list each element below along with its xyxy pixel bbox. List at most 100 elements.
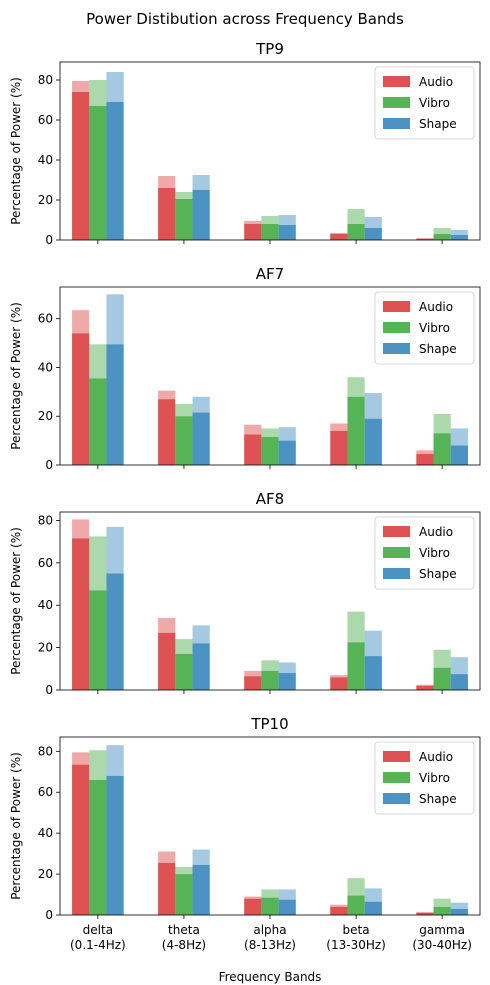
legend-label-vibro: Vibro (419, 96, 450, 110)
y-tick-label: 20 (38, 641, 53, 655)
y-tick-label: 60 (38, 785, 53, 799)
bar-shape-upper (278, 427, 296, 441)
bar-shape (364, 418, 382, 465)
bar-vibro-upper (89, 536, 107, 591)
bar-vibro-upper (175, 639, 193, 654)
bar-vibro (261, 224, 279, 240)
legend-swatch-audio (383, 76, 410, 87)
y-tick-label: 60 (38, 312, 53, 326)
bar-vibro-upper (433, 228, 451, 234)
bar-vibro-upper (261, 428, 279, 437)
legend: Audio Vibro Shape (374, 66, 475, 140)
chart-panel-tp10: TP10 0 20 40 60 80 delta(0.1-4Hz) theta(4-8Hz) a… (9, 715, 481, 984)
legend-swatch-audio (383, 301, 410, 312)
bar-shape-upper (106, 745, 124, 776)
legend-label-shape: Shape (419, 117, 457, 131)
legend-swatch-vibro (383, 547, 410, 558)
bar-shape (278, 440, 296, 465)
y-tick-label: 80 (38, 73, 53, 87)
legend-label-shape: Shape (419, 567, 457, 581)
bar-vibro-upper (175, 404, 193, 417)
bar-shape-upper (364, 888, 382, 902)
bar-audio-upper (158, 617, 176, 633)
bar-vibro (175, 874, 193, 915)
bar-shape-upper (364, 217, 382, 228)
bar-shape (364, 656, 382, 690)
bar-audio-upper (244, 896, 262, 899)
bar-audio (330, 906, 348, 915)
legend-label-audio: Audio (419, 525, 453, 539)
legend-swatch-shape (383, 343, 410, 354)
bar-shape (192, 412, 210, 465)
bar-shape-upper (278, 662, 296, 674)
bar-audio-upper (330, 675, 348, 678)
x-tick-label: alpha (253, 923, 286, 937)
y-axis-label: Percentage of Power (%) (9, 752, 23, 900)
bar-shape-upper (192, 849, 210, 865)
bar-vibro-upper (347, 377, 365, 397)
bar-audio (416, 912, 434, 915)
bar-vibro (89, 378, 107, 465)
bar-vibro-upper (433, 898, 451, 907)
chart-panel-af7: AF7 0 20 40 60 Percentage of Power (%) Audio Vi… (9, 265, 481, 472)
bar-vibro (89, 106, 107, 240)
x-tick-label: theta (168, 923, 200, 937)
bar-vibro (347, 224, 365, 240)
bar-vibro (347, 642, 365, 690)
bar-shape (106, 344, 124, 465)
bar-shape (450, 674, 468, 690)
bar-audio (158, 862, 176, 915)
bar-shape (450, 235, 468, 240)
legend-label-vibro: Vibro (419, 546, 450, 560)
bar-audio-upper (158, 176, 176, 188)
legend-swatch-audio (383, 526, 410, 537)
subplot-title: AF8 (256, 490, 284, 508)
legend-swatch-shape (383, 568, 410, 579)
subplot-title: TP10 (250, 715, 288, 733)
legend-label-vibro: Vibro (419, 321, 450, 335)
y-tick-label: 20 (38, 409, 53, 423)
legend-swatch-shape (383, 118, 410, 129)
bar-shape (106, 102, 124, 240)
bar-audio-upper (72, 519, 90, 539)
bar-vibro-upper (433, 649, 451, 668)
bar-vibro (261, 897, 279, 915)
bar-vibro-upper (433, 413, 451, 434)
bar-vibro (175, 416, 193, 465)
bar-audio (244, 434, 262, 465)
bar-audio-upper (244, 221, 262, 224)
x-axis-label: Frequency Bands (219, 970, 322, 984)
bar-vibro-upper (261, 660, 279, 671)
bar-shape-upper (450, 657, 468, 675)
legend-label-audio: Audio (419, 300, 453, 314)
bar-vibro-upper (175, 192, 193, 199)
y-tick-label: 20 (38, 867, 53, 881)
bar-audio (158, 188, 176, 240)
bar-audio (330, 677, 348, 690)
chart-panel-tp9: TP9 0 20 40 60 80 Percentage of Power (%) Audio… (9, 40, 481, 247)
bar-shape-upper (450, 902, 468, 909)
bar-audio (158, 399, 176, 465)
bar-vibro (89, 779, 107, 915)
bar-shape (278, 673, 296, 690)
bar-vibro-upper (261, 889, 279, 898)
bar-audio (416, 454, 434, 465)
bar-shape-upper (106, 72, 124, 102)
bar-shape (192, 190, 210, 240)
y-tick-label: 20 (38, 193, 53, 207)
bar-vibro-upper (89, 344, 107, 379)
bar-audio-upper (416, 911, 434, 913)
legend: Audio Vibro Shape (374, 516, 475, 590)
figure-title: Power Distibution across Frequency Bands (86, 10, 404, 28)
bar-audio-upper (244, 670, 262, 677)
bar-shape-upper (450, 428, 468, 446)
bar-vibro (433, 906, 451, 915)
x-tick-label: beta (343, 923, 370, 937)
y-tick-label: 0 (45, 233, 53, 247)
bar-audio (72, 764, 90, 915)
bar-vibro-upper (347, 611, 365, 643)
legend: Audio Vibro Shape (374, 291, 475, 365)
bar-shape (278, 225, 296, 240)
bar-vibro (347, 396, 365, 465)
bar-shape-upper (364, 393, 382, 419)
